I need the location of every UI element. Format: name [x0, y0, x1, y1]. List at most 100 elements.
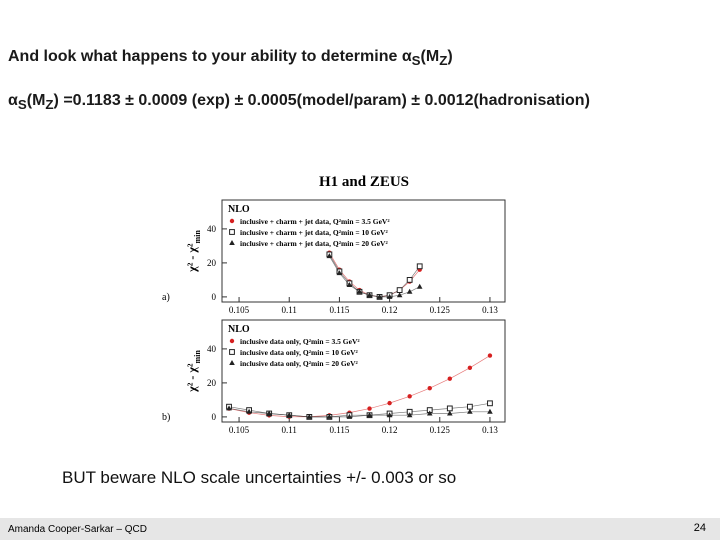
x-tick-label: 0.105 [229, 425, 250, 435]
x-tick-label: 0.12 [382, 305, 398, 315]
legend-swatch [229, 240, 235, 245]
y-axis-label-main: χ² - χ² [185, 363, 199, 393]
point [406, 412, 413, 418]
point [376, 293, 383, 299]
page-number: 24 [693, 522, 706, 534]
legend-label: inclusive + charm + jet data, Q²min = 10… [240, 228, 388, 237]
y-axis-label-sub: min [193, 230, 202, 244]
panel-label: a) [162, 292, 170, 303]
x-tick-label: 0.115 [329, 305, 349, 315]
point [416, 283, 423, 289]
legend-swatch [229, 218, 235, 224]
legend-label: inclusive data only, Q²min = 3.5 GeV² [240, 337, 360, 346]
y-tick-label: 0 [212, 292, 217, 302]
legend-swatch [229, 229, 235, 235]
point [416, 263, 423, 270]
legend-label: inclusive data only, Q²min = 10 GeV² [240, 348, 358, 357]
point [366, 292, 373, 298]
x-tick-label: 0.105 [229, 305, 250, 315]
point [326, 413, 333, 419]
point [396, 292, 403, 298]
legend-swatch [229, 349, 235, 355]
panel-label: b) [162, 412, 170, 423]
title-text: And look what happens to your ability to… [8, 48, 412, 65]
note: BUT beware NLO scale uncertainties +/- 0… [62, 468, 457, 487]
point [467, 365, 473, 370]
result-text: ) =0.1183 ± 0.0009 (exp) ± 0.0005(model/… [53, 92, 590, 109]
nlo-label: NLO [228, 324, 250, 335]
point [346, 413, 353, 419]
point [326, 253, 333, 259]
y-tick-label: 20 [207, 378, 217, 388]
result-sub: S [17, 97, 27, 113]
result-text: (M [26, 92, 46, 109]
point [387, 400, 392, 406]
point [336, 270, 343, 276]
point [386, 412, 393, 418]
point [466, 403, 473, 410]
plot-frame [221, 319, 506, 423]
y-axis-label-sub: min [193, 350, 202, 364]
footer: Amanda Cooper-Sarkar – QCD 24 [0, 518, 720, 540]
y-axis-label: χ² - χ²min [185, 350, 202, 393]
x-tick-label: 0.11 [282, 425, 297, 435]
point [406, 288, 413, 294]
x-tick-label: 0.12 [382, 425, 398, 435]
title-sub: Z [439, 53, 448, 69]
point [306, 413, 313, 419]
point [447, 376, 453, 381]
result-sub: Z [45, 97, 54, 113]
title-text: (M [420, 48, 440, 65]
result-line: αS(MZ) =0.1183 ± 0.0009 (exp) ± 0.0005(m… [8, 92, 590, 112]
point [386, 293, 393, 299]
point [427, 385, 432, 391]
point [246, 408, 252, 414]
point [467, 408, 473, 414]
y-tick-label: 40 [207, 224, 217, 234]
x-tick-label: 0.13 [482, 305, 498, 315]
point [406, 277, 413, 283]
point [226, 405, 232, 411]
figure-title: H1 and ZEUS [319, 174, 409, 190]
series-line [228, 355, 491, 418]
series-line [329, 255, 420, 298]
title-text: ) [447, 48, 453, 65]
y-tick-label: 40 [207, 344, 217, 354]
plot-frame [221, 199, 506, 303]
point [286, 412, 293, 418]
legend-swatch [229, 338, 235, 344]
point [487, 353, 493, 358]
legend-label: inclusive data only, Q²min = 20 GeV² [240, 359, 358, 368]
point [487, 408, 493, 414]
legend-label: inclusive + charm + jet data, Q²min = 20… [240, 239, 388, 248]
x-tick-label: 0.13 [482, 425, 498, 435]
x-tick-label: 0.115 [329, 425, 349, 435]
x-tick-label: 0.11 [282, 305, 297, 315]
point [426, 410, 433, 416]
point [407, 394, 412, 399]
y-axis-label: χ² - χ²min [185, 230, 202, 273]
slide-title: And look what happens to your ability to… [8, 48, 453, 68]
point [366, 412, 373, 418]
y-axis-label-main: χ² - χ² [185, 243, 199, 273]
legend-swatch [229, 360, 235, 365]
point [446, 405, 453, 412]
x-tick-label: 0.125 [430, 305, 451, 315]
title-sub: S [411, 53, 421, 69]
legend-label: inclusive + charm + jet data, Q²min = 3.… [240, 217, 390, 226]
footer-author: Amanda Cooper-Sarkar – QCD [8, 524, 147, 535]
nlo-label: NLO [228, 204, 250, 215]
point [266, 410, 272, 416]
y-tick-label: 0 [212, 412, 217, 422]
result-text: α [8, 92, 18, 109]
y-tick-label: 20 [207, 258, 217, 268]
point [367, 406, 372, 411]
point [396, 287, 403, 294]
point [356, 288, 363, 294]
series-line [329, 254, 420, 298]
x-tick-label: 0.125 [430, 425, 451, 435]
point [447, 410, 453, 416]
point [346, 282, 353, 287]
